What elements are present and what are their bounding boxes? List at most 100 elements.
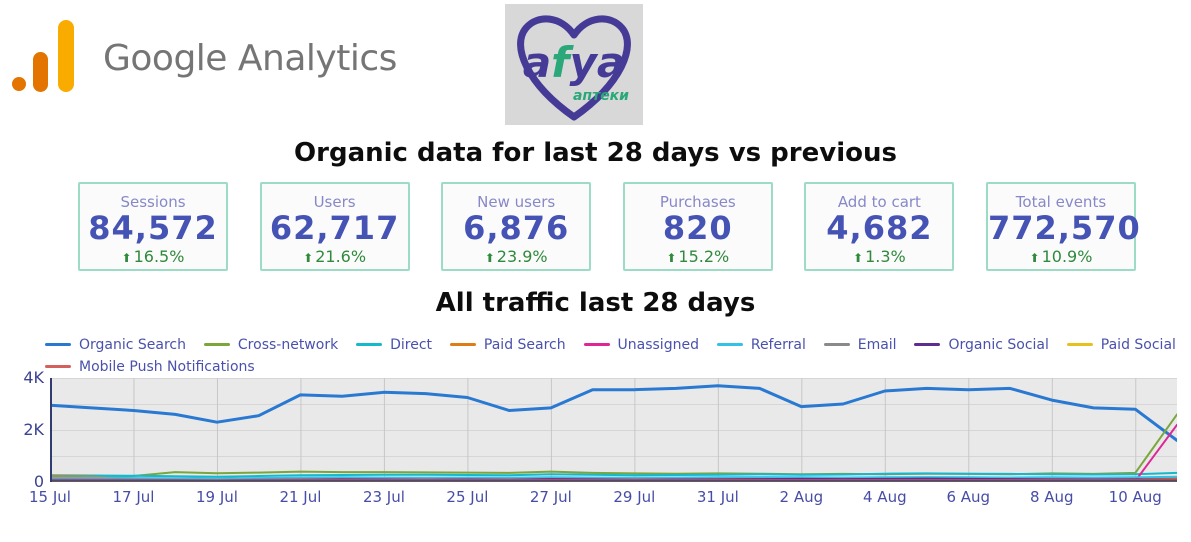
legend-label: Mobile Push Notifications	[79, 358, 255, 375]
y-axis-label: 0	[33, 472, 44, 491]
x-axis-label: 15 Jul	[29, 488, 71, 506]
metric-card-sessions: Sessions 84,572 ⬆ 16.5%	[78, 182, 228, 271]
x-axis-label: 21 Jul	[279, 488, 322, 506]
series-line-organic-search	[50, 384, 1177, 442]
metric-card-users: Users 62,717 ⬆ 21.6%	[259, 182, 410, 271]
google-analytics-wordmark: Google Analytics	[103, 38, 397, 79]
legend-label: Referral	[750, 336, 806, 353]
metric-delta: ⬆ 16.5%	[121, 247, 185, 267]
ga-bar-dot	[12, 77, 26, 91]
plot-area	[50, 378, 1177, 482]
legend-label: Organic Social	[948, 336, 1049, 353]
series-line-direct	[50, 471, 1177, 478]
metric-card-new-users: New users 6,876 ⬆ 23.9%	[441, 182, 592, 271]
metric-delta: ⬆ 23.9%	[484, 247, 548, 267]
legend-label: Email	[857, 336, 897, 353]
ga-bar-tall	[58, 20, 74, 92]
metric-value: 820	[662, 209, 733, 247]
traffic-section-title: All traffic last 28 days	[435, 288, 756, 318]
ga-bar-mid	[33, 52, 48, 92]
metric-value: 62,717	[269, 209, 400, 247]
metric-delta: ⬆ 10.9%	[1029, 247, 1093, 267]
metric-value: 4,682	[826, 209, 933, 247]
legend-item-direct[interactable]: Direct	[356, 337, 432, 353]
series-line-referral	[50, 475, 1177, 480]
x-axis-label: 29 Jul	[613, 488, 656, 506]
legend-label: Cross-network	[237, 336, 339, 353]
x-axis-label: 6 Aug	[946, 488, 991, 506]
legend-label: Direct	[390, 336, 433, 353]
legend-label: Organic Search	[79, 336, 187, 353]
x-axis-label: 31 Jul	[696, 488, 739, 506]
metrics-section-title: Organic data for last 28 days vs previou…	[294, 138, 897, 168]
google-analytics-icon	[10, 16, 74, 92]
legend-item-mobile-push-notifications[interactable]: Mobile Push Notifications	[45, 359, 255, 375]
legend-label: Unassigned	[617, 336, 699, 353]
legend-label: Paid Search	[483, 336, 566, 353]
legend-swatch-icon	[449, 343, 476, 346]
x-axis-label: 4 Aug	[863, 488, 907, 506]
metric-label: New users	[477, 193, 556, 211]
legend-item-organic-social[interactable]: Organic Social	[914, 336, 1049, 353]
legend-item-cross-network[interactable]: Cross-network	[203, 336, 339, 353]
metric-card-total-events: Total events 772,570 ⬆ 10.9%	[985, 182, 1141, 271]
legend-swatch-icon	[716, 343, 743, 346]
x-axis-label: 27 Jul	[529, 488, 572, 506]
x-axis-label: 25 Jul	[446, 488, 489, 506]
y-axis-label: 4K	[23, 368, 44, 387]
afya-subtitle: аптеки	[572, 88, 629, 104]
metric-label: Total events	[1015, 193, 1107, 211]
metric-cards-row: Sessions 84,572 ⬆ 16.5% Users 62,717 ⬆ 21.…	[78, 182, 1141, 271]
metric-label: Users	[313, 193, 356, 211]
legend-item-paid-social[interactable]: Paid Social	[1066, 336, 1176, 353]
x-axis-label: 2 Aug	[779, 488, 824, 506]
legend-item-organic-search[interactable]: Organic Search	[45, 337, 186, 353]
legend-item-email[interactable]: Email	[823, 336, 897, 353]
up-arrow-icon: ⬆	[1029, 251, 1040, 266]
legend-swatch-icon	[914, 343, 941, 346]
up-arrow-icon: ⬆	[303, 251, 314, 266]
metric-card-purchases: Purchases 820 ⬆ 15.2%	[622, 182, 773, 271]
chart-legend: Organic Search Cross-network Direct Paid Se…	[45, 334, 1176, 377]
chart-legend-row-1: Organic Search Cross-network Direct Paid Se…	[45, 334, 1176, 355]
chart-legend-row-2: Mobile Push Notifications	[45, 356, 1176, 377]
afya-logo: afya аптеки	[505, 4, 643, 125]
metric-value: 772,570	[987, 209, 1141, 247]
traffic-chart: 0 2K 4K 15 Jul 17 Jul 19 Jul 21 Jul 23 Jul 25 Ju…	[23, 368, 1177, 506]
x-axis-label: 19 Jul	[195, 488, 238, 506]
legend-swatch-icon	[45, 343, 71, 346]
legend-item-paid-search[interactable]: Paid Search	[449, 336, 566, 353]
x-axis-label: 17 Jul	[112, 488, 155, 506]
legend-item-referral[interactable]: Referral	[716, 336, 806, 353]
afya-wordmark: afya	[522, 38, 626, 87]
metric-value: 6,876	[463, 209, 570, 247]
up-arrow-icon: ⬆	[484, 251, 495, 266]
legend-swatch-icon	[203, 343, 230, 346]
legend-swatch-icon	[356, 343, 383, 346]
metric-label: Add to cart	[837, 193, 921, 211]
metric-label: Purchases	[659, 193, 736, 211]
legend-label: Paid Social	[1100, 336, 1176, 353]
x-axis-label: 10 Aug	[1108, 488, 1162, 506]
up-arrow-icon: ⬆	[121, 251, 132, 266]
legend-item-unassigned[interactable]: Unassigned	[583, 336, 699, 353]
y-axis-label: 2K	[23, 420, 44, 439]
metric-delta: ⬆ 21.6%	[303, 247, 367, 267]
google-analytics-logo: Google Analytics	[10, 16, 397, 96]
legend-swatch-icon	[823, 343, 850, 346]
up-arrow-icon: ⬆	[666, 251, 677, 266]
legend-swatch-icon	[583, 343, 610, 346]
metric-delta: ⬆ 15.2%	[666, 247, 730, 267]
series-line-cross-network	[50, 413, 1177, 479]
metric-delta: ⬆ 1.3%	[853, 247, 906, 267]
metric-card-add-to-cart: Add to cart 4,682 ⬆ 1.3%	[804, 182, 955, 271]
metric-label: Sessions	[120, 193, 186, 211]
up-arrow-icon: ⬆	[853, 251, 864, 266]
heart-icon	[517, 15, 631, 121]
x-axis-label: 23 Jul	[362, 488, 405, 506]
metric-value: 84,572	[88, 209, 218, 247]
legend-swatch-icon	[1066, 343, 1093, 346]
x-axis-label: 8 Aug	[1029, 488, 1074, 506]
afya-snake-f: f	[551, 38, 570, 87]
